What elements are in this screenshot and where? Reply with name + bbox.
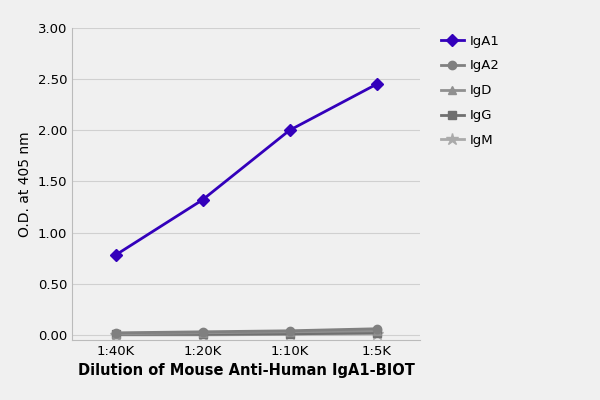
IgD [199, 330, 206, 335]
IgD [112, 332, 119, 336]
IgM [112, 332, 119, 337]
X-axis label: Dilution of Mouse Anti-Human IgA1-BIOT: Dilution of Mouse Anti-Human IgA1-BIOT [77, 364, 415, 378]
Y-axis label: O.D. at 405 nm: O.D. at 405 nm [18, 131, 32, 237]
IgM [199, 332, 206, 337]
IgA2 [199, 330, 206, 334]
IgG [286, 332, 293, 336]
IgG [112, 332, 119, 337]
IgA1 [199, 198, 206, 202]
Line: IgM: IgM [109, 328, 383, 341]
IgG [373, 330, 380, 335]
Line: IgA1: IgA1 [112, 80, 380, 259]
IgD [286, 330, 293, 334]
IgA2 [112, 330, 119, 335]
IgA2 [373, 326, 380, 331]
IgM [373, 332, 380, 336]
Line: IgA2: IgA2 [112, 324, 380, 337]
IgG [199, 332, 206, 337]
IgA2 [286, 328, 293, 333]
IgA1 [286, 128, 293, 133]
Line: IgG: IgG [112, 329, 380, 338]
Line: IgD: IgD [112, 327, 380, 338]
IgA1 [112, 253, 119, 258]
IgA1 [373, 82, 380, 87]
Legend: IgA1, IgA2, IgD, IgG, IgM: IgA1, IgA2, IgD, IgG, IgM [440, 34, 499, 147]
IgM [286, 332, 293, 337]
IgD [373, 328, 380, 333]
